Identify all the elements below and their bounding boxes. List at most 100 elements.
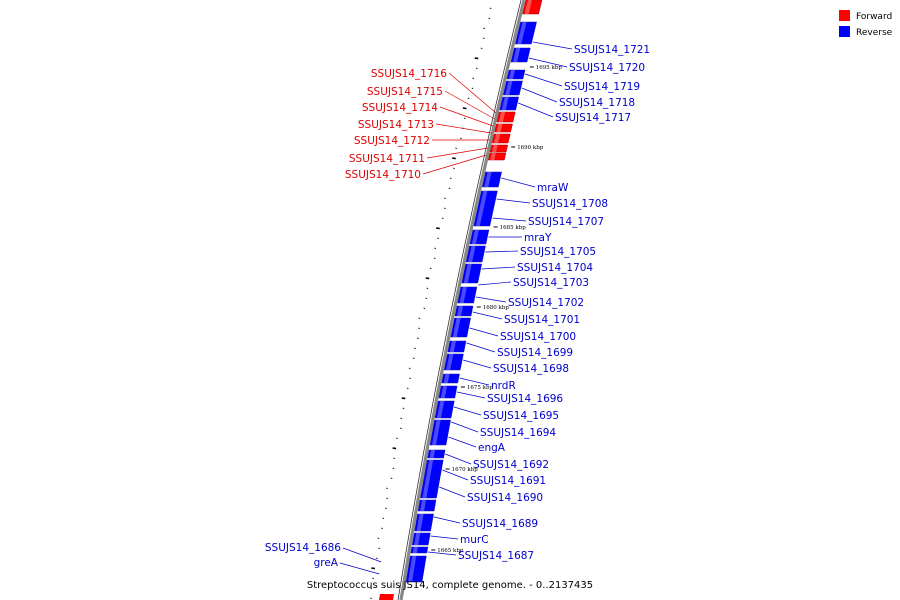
gc-skew-mark xyxy=(433,257,436,260)
gene-label[interactable]: mraW xyxy=(537,182,569,194)
scale-tick-label: 1675 kbp xyxy=(467,385,494,391)
gc-skew-mark xyxy=(400,417,403,420)
gene-highlight xyxy=(490,153,496,160)
gene-highlight xyxy=(517,22,527,44)
leader-line xyxy=(422,154,487,175)
scale-tick-label: 1665 kbp xyxy=(437,548,464,554)
gene-highlight xyxy=(408,556,417,582)
gene-highlight xyxy=(432,420,441,445)
scale-tick-label: 1680 kbp xyxy=(483,305,510,311)
gc-skew-mark xyxy=(408,367,411,370)
gc-skew-mark xyxy=(414,347,416,350)
gene-label[interactable]: SSUJS14_1720 xyxy=(569,62,645,74)
gene-label[interactable]: SSUJS14_1696 xyxy=(487,393,563,405)
gc-skew-mark xyxy=(399,427,402,430)
gene-label[interactable]: SSUJS14_1702 xyxy=(508,297,584,309)
leader-line xyxy=(469,327,499,337)
gene-label[interactable]: SSUJS14_1713 xyxy=(358,119,434,131)
gene-label[interactable]: SSUJS14_1705 xyxy=(520,246,596,258)
legend-label-reverse: Reverse xyxy=(856,28,893,38)
forward-gene[interactable] xyxy=(379,594,394,600)
gene-label[interactable]: SSUJS14_1700 xyxy=(500,331,576,343)
leader-line xyxy=(442,469,469,481)
gene-label[interactable]: SSUJS14_1719 xyxy=(564,81,640,93)
leader-line xyxy=(463,359,492,369)
legend-label-forward: Forward xyxy=(856,12,892,22)
gene-label[interactable]: SSUJS14_1721 xyxy=(574,44,650,56)
gc-skew-mark xyxy=(418,317,421,320)
legend-swatch-forward xyxy=(839,10,850,21)
gene-highlight xyxy=(449,341,456,352)
gc-skew-mark xyxy=(395,437,398,440)
gene-label[interactable]: SSUJS14_1704 xyxy=(517,262,593,274)
gc-skew-mark xyxy=(443,207,446,210)
gene-label[interactable]: engA xyxy=(478,442,506,454)
gene-label[interactable]: SSUJS14_1699 xyxy=(497,347,573,359)
gene-highlight xyxy=(494,134,501,143)
gene-highlight xyxy=(459,287,467,303)
gene-label[interactable]: nrdR xyxy=(491,380,516,392)
gene-label[interactable]: SSUJS14_1690 xyxy=(467,492,543,504)
scale-tick-label: 1695 kbp xyxy=(536,65,563,71)
leader-line xyxy=(501,177,536,188)
gene-highlight xyxy=(501,97,509,110)
gene-label[interactable]: SSUJS14_1698 xyxy=(493,363,569,375)
gene-label[interactable]: SSUJS14_1691 xyxy=(470,475,546,487)
gene-label[interactable]: SSUJS14_1686 xyxy=(265,542,341,554)
gene-label[interactable]: SSUJS14_1715 xyxy=(367,86,443,98)
leader-line xyxy=(456,391,486,399)
gc-skew-mark xyxy=(381,527,383,530)
reverse-label-group: SSUJS14_1721 SSUJS14_1720 SSUJS14_1719 S… xyxy=(458,44,650,562)
gene-label[interactable]: SSUJS14_1714 xyxy=(362,102,438,114)
leader-line xyxy=(481,266,516,270)
genome-backbone-edge xyxy=(397,0,522,600)
gene-label[interactable]: SSUJS14_1718 xyxy=(559,97,635,109)
gc-skew-mark xyxy=(409,377,411,380)
gene-label[interactable]: SSUJS14_1710 xyxy=(345,169,421,181)
gene-highlight xyxy=(446,354,454,370)
gc-skew-mark xyxy=(370,597,372,600)
gc-skew-mark xyxy=(412,357,415,360)
gc-skew-mark xyxy=(472,77,475,80)
gene-label[interactable]: SSUJS14_1692 xyxy=(473,459,549,471)
gene-label[interactable]: SSUJS14_1711 xyxy=(349,153,425,165)
gene-label[interactable]: SSUJS14_1701 xyxy=(504,314,580,326)
gc-skew-mark xyxy=(416,337,419,340)
gene-label[interactable]: SSUJS14_1694 xyxy=(480,427,556,439)
gene-label[interactable]: SSUJS14_1689 xyxy=(462,518,538,530)
leader-line xyxy=(518,102,554,118)
gene-label[interactable]: SSUJS14_1712 xyxy=(354,135,430,147)
gene-label[interactable]: SSUJS14_1695 xyxy=(483,410,559,422)
leader-line xyxy=(485,250,519,253)
gc-skew-mark xyxy=(393,457,396,460)
gene-label[interactable]: SSUJS14_1703 xyxy=(513,277,589,289)
scale-tick-label: 1690 kbp xyxy=(517,145,544,151)
leader-line xyxy=(448,436,477,448)
gc-skew-mark xyxy=(429,267,432,270)
gene-label[interactable]: SSUJS14_1717 xyxy=(555,112,631,124)
gene-highlight xyxy=(475,191,488,226)
gc-skew-mark xyxy=(471,87,474,90)
gene-highlight xyxy=(416,514,424,531)
leader-line xyxy=(521,87,558,103)
gc-skew-track xyxy=(370,7,492,600)
gene-label[interactable]: mraY xyxy=(524,232,552,244)
gc-skew-mark xyxy=(406,387,409,390)
gene-label[interactable]: SSUJS14_1716 xyxy=(371,68,447,80)
gc-skew-mark xyxy=(370,587,373,590)
leader-line xyxy=(451,421,479,433)
gene-highlight xyxy=(463,264,472,283)
gene-label[interactable]: greA xyxy=(314,557,339,569)
gc-skew-mark xyxy=(426,287,429,290)
leader-line xyxy=(478,281,512,286)
gene-label[interactable]: SSUJS14_1687 xyxy=(458,550,534,562)
leader-line xyxy=(472,311,503,320)
gene-label[interactable]: SSUJS14_1708 xyxy=(532,198,608,210)
gc-skew-mark xyxy=(480,47,483,50)
scale-ticks: 1695 kbp 1690 kbp 1685 kbp 1680 kbp 1675 kbp… xyxy=(431,65,562,554)
gene-label[interactable]: SSUJS14_1707 xyxy=(528,216,604,228)
gene-highlight xyxy=(498,112,506,122)
legend-swatch-reverse xyxy=(839,26,850,37)
gene-label[interactable]: murC xyxy=(460,534,489,546)
gc-skew-mark xyxy=(459,137,462,140)
